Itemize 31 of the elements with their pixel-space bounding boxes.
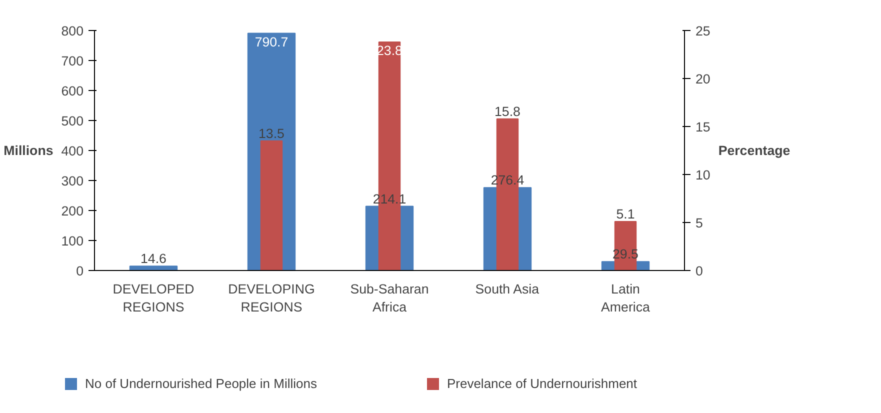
bar (129, 266, 178, 270)
y-tick-label: 600 (61, 84, 84, 98)
y-tick-label: 0 (76, 264, 84, 278)
legend-label: No of Undernourished People in Millions (85, 375, 317, 393)
y2-axis-title: Percentage (718, 143, 790, 158)
y-tick-label: 300 (61, 174, 84, 188)
bar (260, 140, 283, 270)
x-tick-label: Latin America (601, 282, 651, 314)
y-tick-label: 500 (61, 114, 84, 128)
data-label: 790.7 (254, 34, 288, 50)
y-tick-label: 100 (61, 234, 84, 248)
y2-tick-label: 10 (696, 168, 710, 182)
data-label: 13.5 (258, 126, 284, 141)
data-label: 5.1 (616, 206, 635, 222)
x-tick-label: South Asia (475, 282, 540, 296)
y2-tick-label: 5 (696, 216, 703, 230)
data-label: 15.8 (494, 104, 520, 119)
y2-tick-label: 20 (696, 72, 710, 86)
x-tick-label: DEVELOPED REGIONS (112, 282, 194, 314)
y2-tick-label: 15 (696, 120, 710, 134)
data-label: 14.6 (140, 251, 166, 266)
x-tick-label: DEVELOPING REGIONS (228, 282, 315, 314)
y-tick-label: 700 (61, 54, 84, 68)
y-tick-label: 400 (61, 144, 84, 158)
legend-label: Prevelance of Undernourishment (446, 375, 638, 393)
x-tick-label: Sub-Saharan Africa (350, 282, 429, 314)
y2-tick-label: 25 (696, 24, 710, 38)
y2-tick-label: 0 (696, 264, 703, 278)
y-axis-title: Millions (4, 143, 54, 158)
y-tick-label: 200 (61, 204, 84, 218)
y-tick-label: 800 (61, 24, 84, 38)
